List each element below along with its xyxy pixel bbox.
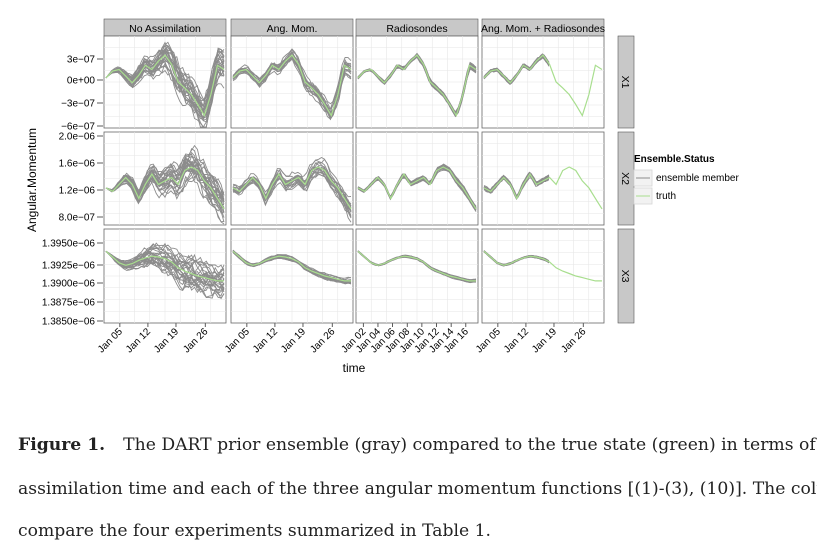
- y-tick-label: 1.2e−06: [59, 186, 96, 197]
- column-strip-label: No Assimilation: [129, 23, 201, 35]
- y-tick-label: −6e−07: [61, 122, 95, 133]
- truth-line: [357, 250, 476, 282]
- ensemble-member-line: [232, 58, 352, 120]
- x-tick-label: Jan 26: [308, 326, 337, 355]
- row-strip: [617, 35, 635, 129]
- legend: Ensemble.Status ensemble member truth: [633, 154, 739, 205]
- ensemble-member-line: [105, 66, 225, 128]
- ensemble-member-line: [105, 47, 225, 116]
- ensemble-member-line: [105, 250, 225, 299]
- caption-text-1: The DART prior ensemble (gray) compared …: [123, 435, 816, 455]
- y-tick-label: 2.0e−06: [59, 132, 96, 143]
- ensemble-member-line: [105, 161, 225, 205]
- y-tick-label: 1.3850e−06: [42, 317, 96, 328]
- x-tick-label: Jan 12: [124, 326, 153, 355]
- truth-line: [105, 166, 225, 210]
- row-strip-label: X1: [619, 76, 631, 89]
- truth-line: [357, 166, 477, 210]
- y-axis-label: Angular.Momentum: [25, 128, 39, 232]
- y-tick-label: 3e−07: [67, 55, 96, 66]
- ensemble-member-line: [105, 250, 225, 293]
- ensemble-member-line: [232, 168, 352, 213]
- truth-line: [357, 54, 477, 117]
- legend-item-truth: truth: [656, 191, 676, 202]
- y-tick-label: 1.3925e−06: [42, 261, 96, 272]
- ensemble-member-line: [357, 52, 477, 114]
- ensemble-member-line: [105, 162, 225, 210]
- ensemble-member-line: [105, 250, 225, 293]
- caption-label: Figure 1.: [18, 435, 106, 455]
- y-tick-label: −3e−07: [61, 99, 95, 110]
- x-axis-label: time: [343, 361, 366, 375]
- ensemble-member-line: [105, 158, 225, 196]
- ensemble-member-line: [232, 166, 352, 207]
- ensemble-member-line: [232, 158, 352, 207]
- ensemble-member-line: [105, 242, 225, 276]
- row-strip-label: X3: [619, 270, 631, 283]
- legend-item-ensemble: ensemble member: [656, 173, 739, 184]
- faceted-line-chart: No Assimilation Ang. Mom. Radiosondes Ang. …: [25, 18, 739, 375]
- ensemble-member-line: [232, 250, 352, 283]
- truth-line: [232, 250, 351, 282]
- ensemble-member-line: [232, 166, 352, 216]
- truth-line: [105, 54, 225, 117]
- row-strip-label: X2: [619, 172, 631, 185]
- x-tick-label: Jan 26: [559, 326, 588, 355]
- column-strip-label: Ang. Mom. + Radiosondes: [481, 23, 605, 35]
- truth-line: [105, 250, 224, 282]
- ensemble-member-line: [232, 52, 352, 114]
- ensemble-member-line: [105, 56, 225, 120]
- column-strip-label: Ang. Mom.: [267, 23, 318, 35]
- row-strip: [617, 228, 635, 324]
- truth-line: [483, 166, 603, 210]
- x-tick-label: Jan 19: [530, 326, 559, 355]
- y-tick-label: 1.3875e−06: [42, 298, 96, 309]
- ensemble-member-line: [357, 167, 477, 210]
- x-tick-label: Jan 05: [96, 326, 125, 355]
- x-tick-label: Jan 19: [152, 326, 181, 355]
- truth-line: [232, 54, 352, 117]
- truth-line: [483, 250, 602, 282]
- y-tick-label: 1.6e−06: [59, 159, 96, 170]
- caption-line-2: assimilation time and each of the three …: [18, 479, 817, 499]
- ensemble-member-line: [105, 242, 225, 281]
- ensemble-member-line: [105, 250, 225, 291]
- ensemble-member-line: [232, 249, 352, 282]
- y-tick-label: 1.3900e−06: [42, 279, 96, 290]
- y-tick-label: 1.3950e−06: [42, 239, 96, 250]
- panel-grid: No Assimilation Ang. Mom. Radiosondes Ang. …: [42, 18, 635, 355]
- legend-title: Ensemble.Status: [634, 154, 715, 165]
- ensemble-member-line: [232, 48, 352, 111]
- x-tick-label: Jan 26: [181, 326, 210, 355]
- x-tick-label: Jan 05: [223, 326, 252, 355]
- x-tick-label: Jan 19: [279, 326, 308, 355]
- y-tick-label: 8.0e−07: [59, 213, 96, 224]
- ensemble-member-line: [105, 151, 225, 201]
- caption-line-3: compare the four experiments summarized …: [18, 521, 491, 541]
- x-tick-label: Jan 12: [502, 326, 531, 355]
- truth-line: [232, 166, 352, 210]
- column-strip-label: Radiosondes: [386, 23, 447, 35]
- y-tick-label: 0e+00: [67, 76, 96, 87]
- x-tick-label: Jan 05: [474, 326, 503, 355]
- ensemble-member-line: [105, 168, 225, 209]
- ensemble-member-line: [232, 173, 352, 218]
- x-tick-label: Jan 12: [251, 326, 280, 355]
- caption-line-1: Figure 1. The DART prior ensemble (gray) …: [18, 435, 816, 455]
- ensemble-member-line: [105, 41, 225, 107]
- truth-line: [483, 54, 603, 117]
